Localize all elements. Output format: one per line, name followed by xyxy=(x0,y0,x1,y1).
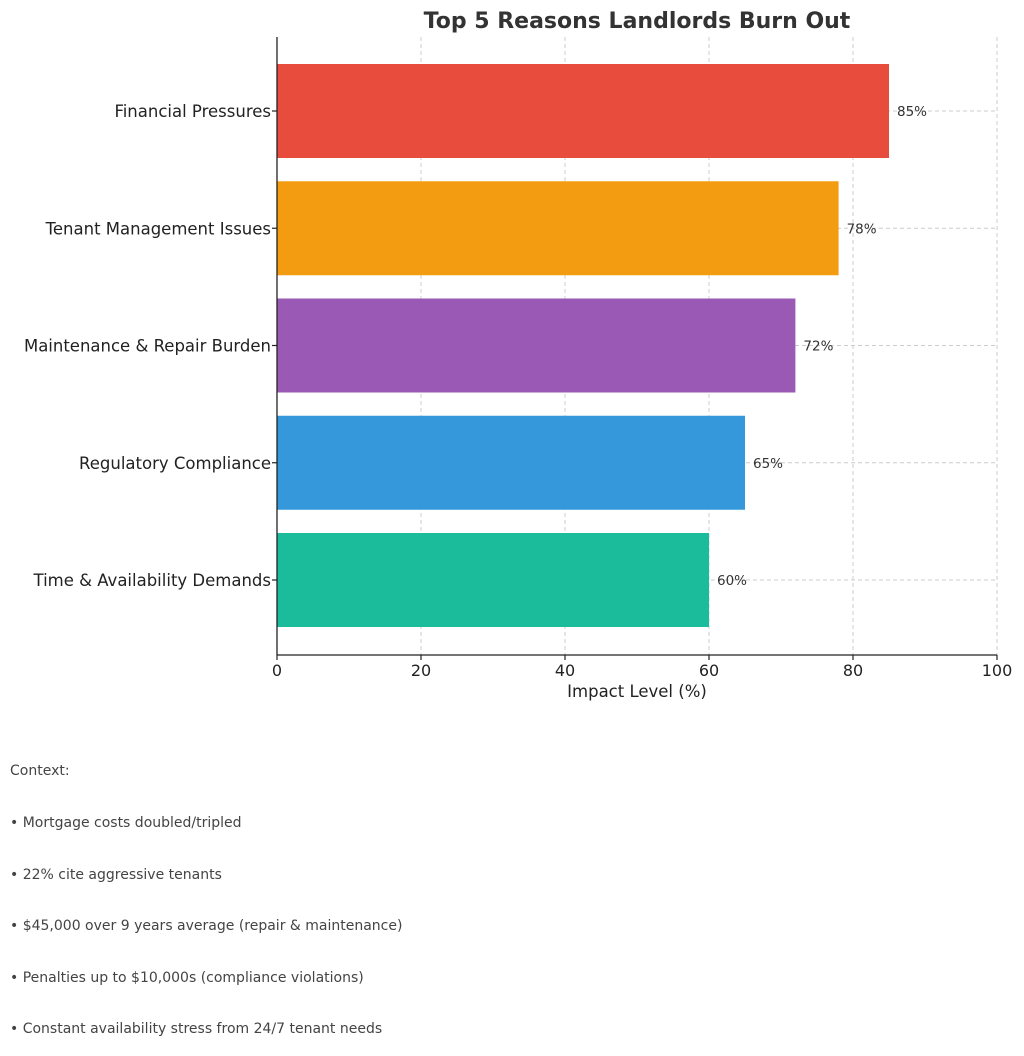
context-item: • Mortgage costs doubled/tripled xyxy=(10,815,242,832)
category-label: Tenant Management Issues xyxy=(45,219,271,238)
x-tick-label: 20 xyxy=(411,661,431,680)
category-label: Maintenance & Repair Burden xyxy=(24,337,271,356)
category-label: Financial Pressures xyxy=(114,102,271,121)
bar-value-label: 60% xyxy=(717,573,747,589)
context-item: • 22% cite aggressive tenants xyxy=(10,866,222,883)
chart-title: Top 5 Reasons Landlords Burn Out xyxy=(424,9,851,34)
bar-value-label: 85% xyxy=(897,104,927,120)
bar-chart: Top 5 Reasons Landlords Burn Out 85% Fina… xyxy=(24,9,1012,701)
bar xyxy=(277,181,839,276)
x-tick-label: 60 xyxy=(699,661,719,680)
bar-value-label: 65% xyxy=(753,456,783,472)
context-heading: Context: xyxy=(10,763,70,780)
x-tick-label: 100 xyxy=(982,661,1013,680)
context-notes: Context: • Mortgage costs doubled/triple… xyxy=(10,729,402,1056)
context-item: • $45,000 over 9 years average (repair &… xyxy=(10,918,403,935)
bar-value-label: 72% xyxy=(803,339,833,355)
context-item: • Penalties up to $10,000s (compliance v… xyxy=(10,969,364,986)
category-label: Time & Availability Demands xyxy=(33,571,272,590)
bar xyxy=(277,415,745,510)
labels-layer: 85% Financial Pressures 78% Tenant Manageme… xyxy=(24,102,1012,680)
bar xyxy=(277,64,889,158)
axes-layer xyxy=(272,37,998,660)
context-item: • Constant availability stress from 24/7… xyxy=(10,1021,383,1038)
bar xyxy=(277,533,709,627)
x-tick-label: 40 xyxy=(555,661,575,680)
x-tick-label: 0 xyxy=(272,661,282,680)
bar-value-label: 78% xyxy=(847,221,877,237)
x-axis-label: Impact Level (%) xyxy=(567,682,707,701)
bars-layer xyxy=(277,64,889,627)
category-label: Regulatory Compliance xyxy=(79,454,271,473)
bar xyxy=(277,298,796,393)
x-tick-label: 80 xyxy=(843,661,863,680)
